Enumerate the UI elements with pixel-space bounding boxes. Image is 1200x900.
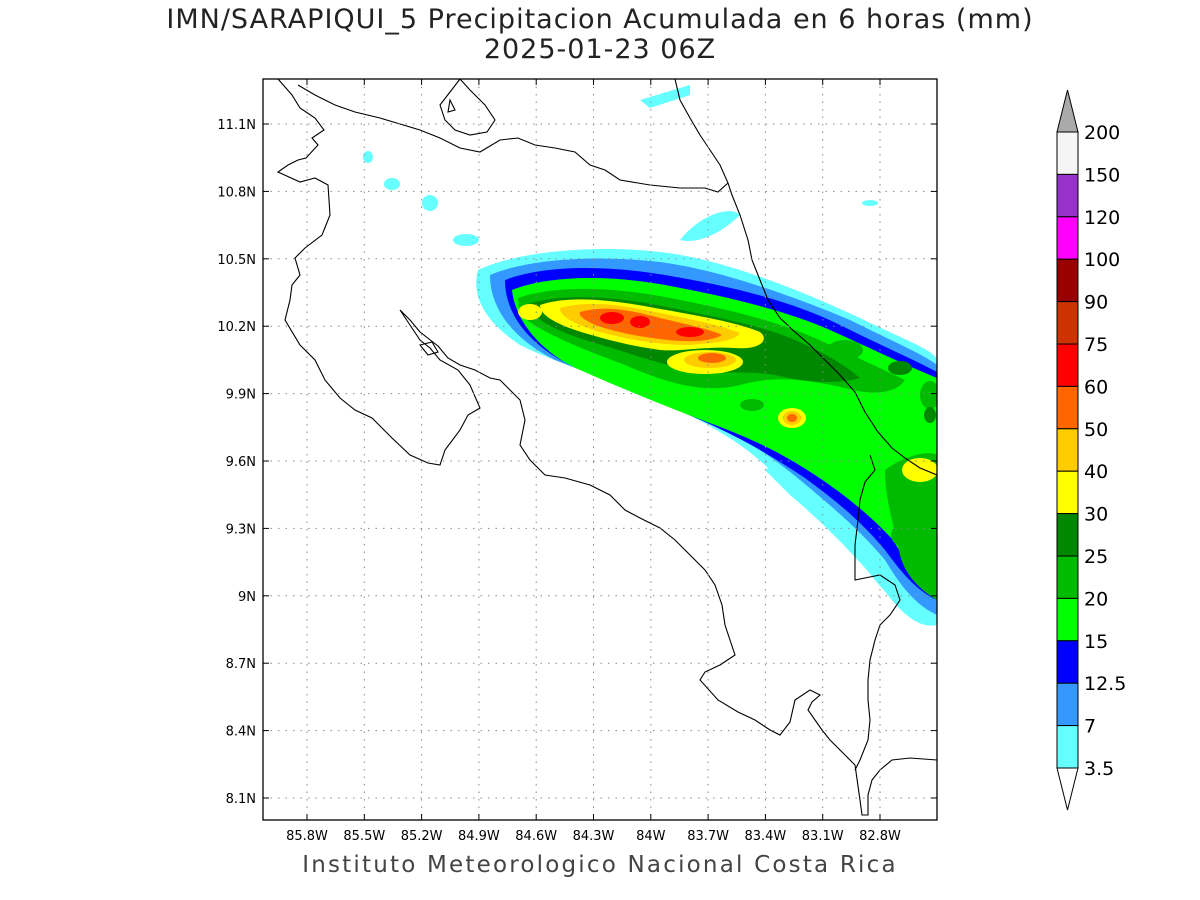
footer-credit: Instituto Meteorologico Nacional Costa R… bbox=[302, 852, 898, 878]
precipitation-legend: 200 150 120 100 90 75 60 50 40 30 25 20 15 12.5 7 3.5 bbox=[1056, 89, 1126, 811]
legend-swatch bbox=[1056, 343, 1079, 387]
lat-tick-label: 8.1N bbox=[226, 792, 256, 807]
legend-label: 90 bbox=[1084, 292, 1108, 314]
legend-swatch bbox=[1056, 428, 1079, 472]
legend-label: 100 bbox=[1084, 249, 1120, 271]
lon-tick-label: 83.7W bbox=[687, 829, 729, 844]
legend-swatch bbox=[1056, 385, 1079, 430]
legend-swatch bbox=[1056, 301, 1079, 345]
lat-tick-label: 9.6N bbox=[226, 455, 256, 470]
latitude-axis: 11.1N 10.8N 10.5N 10.2N 9.9N 9.6N 9.3N 9N 8.7N 8.… bbox=[217, 118, 937, 807]
lon-tick-label: 84W bbox=[636, 829, 666, 844]
map-datetime: 2025-01-23 06Z bbox=[483, 34, 717, 65]
legend-swatch bbox=[1056, 173, 1079, 218]
legend-label: 12.5 bbox=[1084, 673, 1126, 695]
lon-tick-label: 84.3W bbox=[573, 829, 615, 844]
lat-tick-label: 8.7N bbox=[226, 657, 256, 672]
lon-tick-label: 84.9W bbox=[458, 829, 500, 844]
legend-label: 60 bbox=[1084, 376, 1108, 398]
legend-label: 7 bbox=[1084, 716, 1096, 738]
legend-swatch bbox=[1056, 682, 1079, 727]
legend-swatch bbox=[1056, 725, 1079, 769]
legend-label: 200 bbox=[1084, 122, 1120, 144]
lat-tick-label: 9.9N bbox=[226, 388, 256, 403]
legend-swatch bbox=[1056, 597, 1079, 642]
legend-label: 75 bbox=[1084, 334, 1108, 356]
legend-bottom-arrow bbox=[1056, 767, 1079, 811]
legend-label: 15 bbox=[1084, 631, 1108, 653]
legend-swatch bbox=[1056, 216, 1079, 260]
lon-tick-label: 85.5W bbox=[343, 829, 385, 844]
lon-tick-label: 85.2W bbox=[401, 829, 443, 844]
lat-tick-label: 9.3N bbox=[226, 522, 256, 537]
legend-label: 20 bbox=[1084, 588, 1108, 610]
legend-label: 150 bbox=[1084, 164, 1120, 186]
precipitation-field bbox=[363, 85, 937, 626]
map-title: IMN/SARAPIQUI_5 Precipitacion Acumulada … bbox=[166, 4, 1034, 35]
legend-swatch bbox=[1056, 513, 1079, 557]
lat-tick-label: 10.2N bbox=[217, 320, 256, 335]
lon-tick-label: 82.8W bbox=[859, 829, 901, 844]
lat-tick-label: 10.5N bbox=[217, 253, 256, 268]
map-frame bbox=[262, 78, 938, 821]
legend-label: 3.5 bbox=[1084, 758, 1114, 780]
legend-label: 30 bbox=[1084, 504, 1108, 526]
lon-tick-label: 83.1W bbox=[802, 829, 844, 844]
legend-swatch bbox=[1056, 470, 1079, 515]
legend-label: 50 bbox=[1084, 419, 1108, 441]
coastlines bbox=[276, 79, 937, 816]
lon-tick-label: 83.4W bbox=[744, 829, 786, 844]
legend-label: 40 bbox=[1084, 461, 1108, 483]
lat-tick-label: 10.8N bbox=[217, 185, 256, 200]
legend-swatch bbox=[1056, 555, 1079, 599]
lat-tick-label: 11.1N bbox=[217, 118, 256, 133]
legend-swatch bbox=[1056, 131, 1079, 175]
legend-label: 120 bbox=[1084, 207, 1120, 229]
lon-tick-label: 85.8W bbox=[286, 829, 328, 844]
legend-swatch bbox=[1056, 258, 1079, 303]
legend-top-arrow bbox=[1056, 89, 1079, 133]
longitude-axis: 85.8W 85.5W 85.2W 84.9W 84.6W 84.3W 84W 83.7W 83… bbox=[286, 79, 901, 844]
legend-swatch bbox=[1056, 640, 1079, 684]
legend-label: 25 bbox=[1084, 546, 1108, 568]
lat-tick-label: 9N bbox=[238, 590, 256, 605]
lon-tick-label: 84.6W bbox=[515, 829, 557, 844]
lat-tick-label: 8.4N bbox=[226, 725, 256, 740]
